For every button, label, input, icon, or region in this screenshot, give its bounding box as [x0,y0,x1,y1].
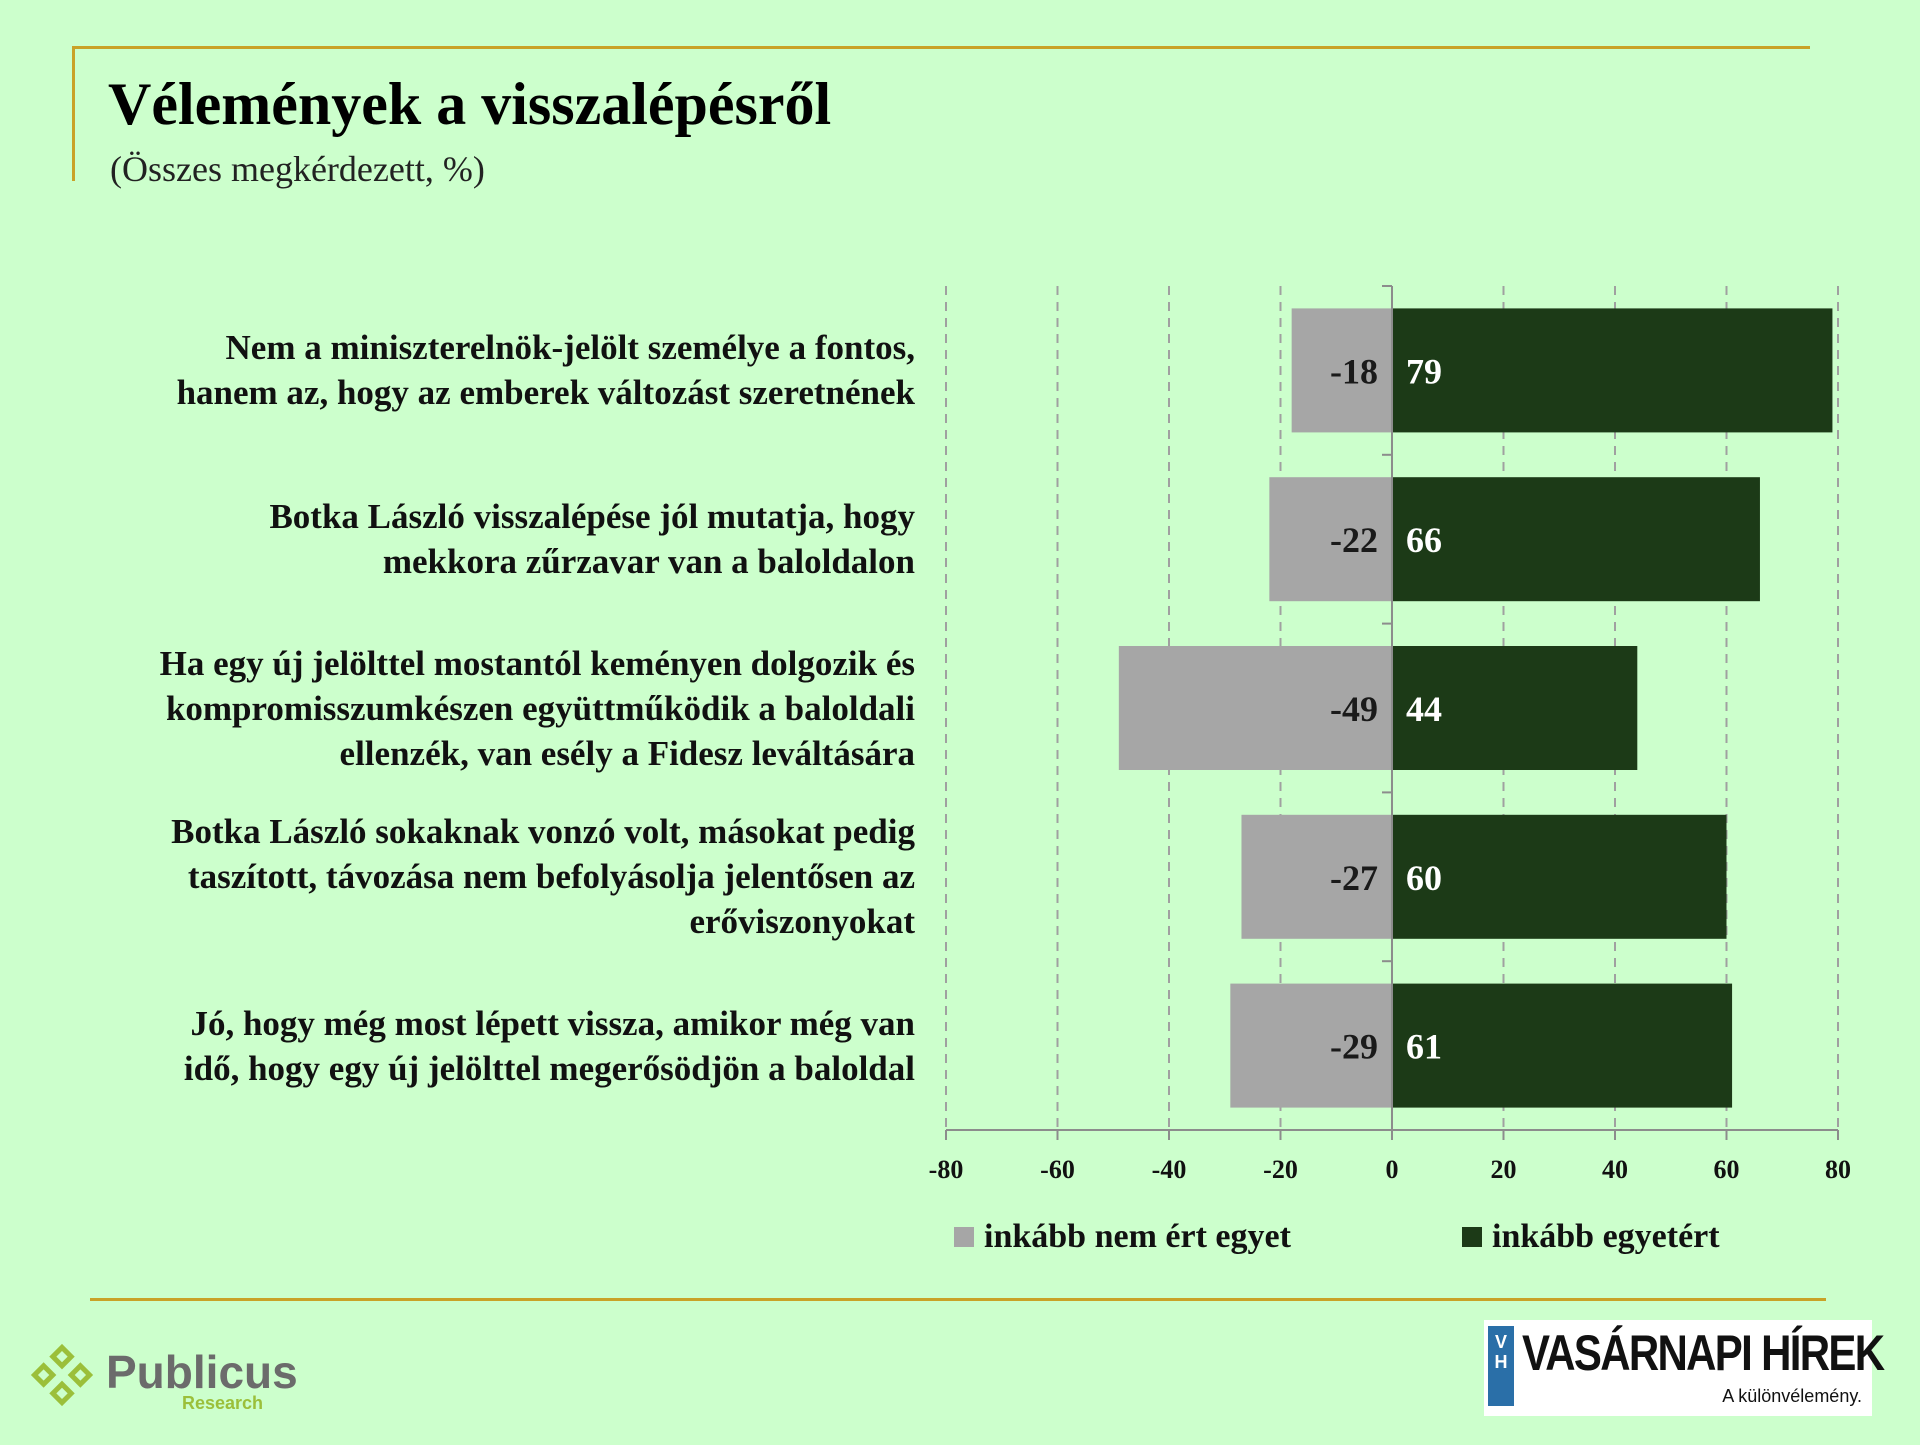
category-label-line: Botka László visszalépése jól mutatja, h… [269,497,915,537]
category-label-line: taszított, távozása nem befolyásolja jel… [187,857,915,897]
category-label-line: Ha egy új jelölttel mostantól keményen d… [159,643,915,683]
category-label: Ha egy új jelölttel mostantól keményen d… [30,641,915,776]
category-label-line: idő, hogy egy új jelölttel megerősödjön … [183,1048,915,1088]
bar-agree [1392,814,1727,939]
legend-swatch-disagree [954,1227,974,1247]
page-subtitle: (Összes megkérdezett, %) [110,149,485,189]
legend-label-agree: inkább egyetért [1492,1218,1720,1255]
publicus-name: Publicus [106,1346,298,1398]
bar-agree [1392,477,1760,602]
bar-disagree [1118,646,1392,770]
vh-mark: VH [1488,1326,1514,1406]
data-label-agree: 79 [1406,351,1442,391]
data-label-disagree: -29 [1330,1027,1378,1067]
bar-disagree [1230,983,1392,1108]
data-label-agree: 61 [1406,1027,1442,1067]
category-label-line: Botka László sokaknak vonzó volt, másoka… [171,812,915,852]
diverging-bar-chart: -18 -22 -49 -27 -29 79 66 44 60 61 -80 -60 -40 -20 0 20… [929,285,1851,1184]
bar-agree [1392,646,1638,770]
x-tick-label: -40 [1152,1155,1187,1184]
page-title: Vélemények a visszalépésről [108,71,832,137]
category-label-line: mekkora zűrzavar van a baloldalon [382,542,915,582]
x-tick-label: -20 [1263,1155,1298,1184]
data-label-agree: 66 [1406,520,1442,560]
data-label-agree: 60 [1406,858,1442,898]
x-tick-label: 20 [1491,1155,1517,1184]
category-label: Botka László sokaknak vonzó volt, másoka… [30,809,915,944]
category-label-line: Jó, hogy még most lépett vissza, amikor … [190,1003,915,1043]
x-tick-label: -80 [929,1155,964,1184]
data-label-disagree: -18 [1330,351,1378,391]
vh-name: VASÁRNAPI HÍREK [1522,1325,1885,1381]
vh-tagline: A különvélemény. [1722,1386,1862,1406]
x-tick-label: 60 [1714,1155,1740,1184]
legend-label-disagree: inkább nem ért egyet [984,1218,1291,1255]
publicus-sub: Research [182,1393,264,1413]
bar-agree [1392,308,1833,433]
data-label-agree: 44 [1406,689,1442,729]
vh-mark-text: VH [1491,1332,1511,1372]
bar-disagree [1269,477,1392,602]
category-label-line: erőviszonyokat [689,902,915,942]
bar-agree [1392,983,1733,1108]
legend-item-agree: inkább egyetért [1462,1218,1720,1256]
x-tick-label: 0 [1386,1155,1399,1184]
category-label-line: kompromisszumkészen együttműködik a balo… [165,688,915,728]
x-tick-label: 40 [1602,1155,1628,1184]
data-label-disagree: -49 [1330,689,1378,729]
category-label: Jó, hogy még most lépett vissza, amikor … [30,1001,915,1091]
bottom-rule [90,1298,1826,1301]
bar-disagree [1241,814,1392,939]
left-rule [72,46,75,181]
x-tick-label: 80 [1825,1155,1851,1184]
top-rule [72,46,1810,49]
publicus-logo: Publicus Research [22,1335,298,1415]
category-label-line: ellenzék, van esély a Fidesz leváltására [339,733,915,773]
vasarnapi-hirek-logo: VH VASÁRNAPI HÍREK A különvélemény. [1484,1320,1885,1416]
category-label: Botka László visszalépése jól mutatja, h… [30,494,915,584]
category-label: Nem a miniszterelnök-jelölt személye a f… [30,325,915,415]
category-label-line: hanem az, hogy az emberek változást szer… [176,373,915,413]
legend-swatch-agree [1462,1227,1482,1247]
legend-item-disagree: inkább nem ért egyet [954,1218,1291,1256]
bar-disagree [1291,308,1392,433]
data-label-disagree: -27 [1330,858,1378,898]
publicus-diamond-icon [30,1343,94,1407]
x-tick-label: -60 [1040,1155,1075,1184]
category-label-line: Nem a miniszterelnök-jelölt személye a f… [225,328,915,368]
data-label-disagree: -22 [1330,520,1378,560]
